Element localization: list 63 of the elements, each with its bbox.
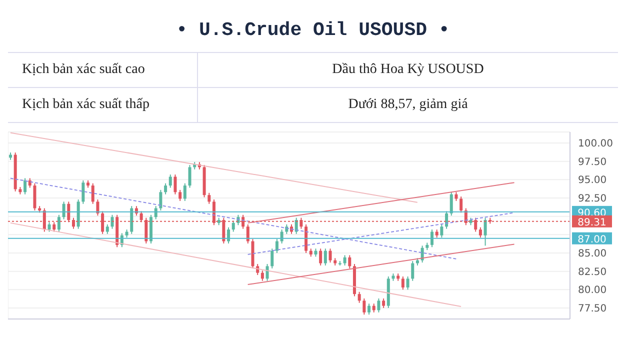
y-tick-label: 100.00 xyxy=(578,138,613,150)
candlestick xyxy=(368,303,371,316)
candlestick xyxy=(164,182,168,195)
ref-line-label: 87.00 xyxy=(578,234,606,246)
candlestick xyxy=(406,276,410,290)
candlestick xyxy=(362,298,366,316)
y-tick-label: 82.50 xyxy=(578,266,607,278)
candlestick xyxy=(106,224,109,234)
candlestick xyxy=(159,189,162,211)
candlestick xyxy=(324,248,327,266)
candlestick xyxy=(460,196,463,214)
candlestick xyxy=(33,182,36,211)
candlestick xyxy=(377,298,380,313)
text: Dầu thô Hoa Kỳ USOUSD xyxy=(331,61,485,79)
candlestick xyxy=(348,254,352,269)
candlestick xyxy=(382,298,386,308)
candlestick xyxy=(328,248,332,264)
candlestick xyxy=(246,224,250,244)
candlestick xyxy=(275,238,278,254)
candlestick xyxy=(183,182,186,202)
candlestick xyxy=(174,174,177,195)
y-tick-label: 77.50 xyxy=(578,304,607,315)
candlestick xyxy=(484,217,487,246)
candlestick xyxy=(266,264,269,282)
y-tick-label: 85.00 xyxy=(578,248,607,260)
candlestick xyxy=(411,260,414,282)
y-tick-label: 80.00 xyxy=(578,285,607,296)
candlestick xyxy=(401,276,404,290)
candlestick xyxy=(178,189,182,202)
candlestick xyxy=(343,254,346,266)
candlestick xyxy=(445,210,448,230)
candlestick xyxy=(260,270,264,282)
candlestick xyxy=(440,224,444,238)
candlestick xyxy=(57,214,60,232)
text: Dưới 88,57, giảm giá xyxy=(347,96,469,114)
candlestick xyxy=(450,192,453,216)
candlestick xyxy=(82,180,85,204)
candlestick xyxy=(358,291,361,304)
candlestick xyxy=(168,174,172,188)
candlestick xyxy=(188,164,192,188)
candlestick xyxy=(62,201,66,220)
y-tick-label: 95.00 xyxy=(578,175,607,186)
y-tick-label: 92.50 xyxy=(578,194,607,205)
candlestick xyxy=(256,264,260,276)
chart-title: • U.S.Crude Oil USOUSD • xyxy=(175,18,451,43)
candlestick xyxy=(208,192,211,204)
candlestick xyxy=(24,178,27,195)
candlestick xyxy=(48,222,51,232)
candlestick xyxy=(478,226,482,238)
candlestick xyxy=(430,229,434,248)
candlestick xyxy=(130,206,134,234)
y-tick-label: 97.50 xyxy=(578,156,607,168)
candlestick xyxy=(96,198,100,216)
candlestick xyxy=(110,214,114,230)
candlestick xyxy=(270,248,274,269)
candlestick xyxy=(91,182,94,204)
ref-line-label: 89.31 xyxy=(578,217,606,228)
candlestick xyxy=(227,226,230,244)
candlestick xyxy=(232,220,235,232)
candlestick xyxy=(319,248,322,266)
text: Kịch bản xác suất cao xyxy=(8,53,198,87)
candlestick xyxy=(280,229,284,244)
text: Kịch bản xác suất thấp xyxy=(8,88,198,122)
